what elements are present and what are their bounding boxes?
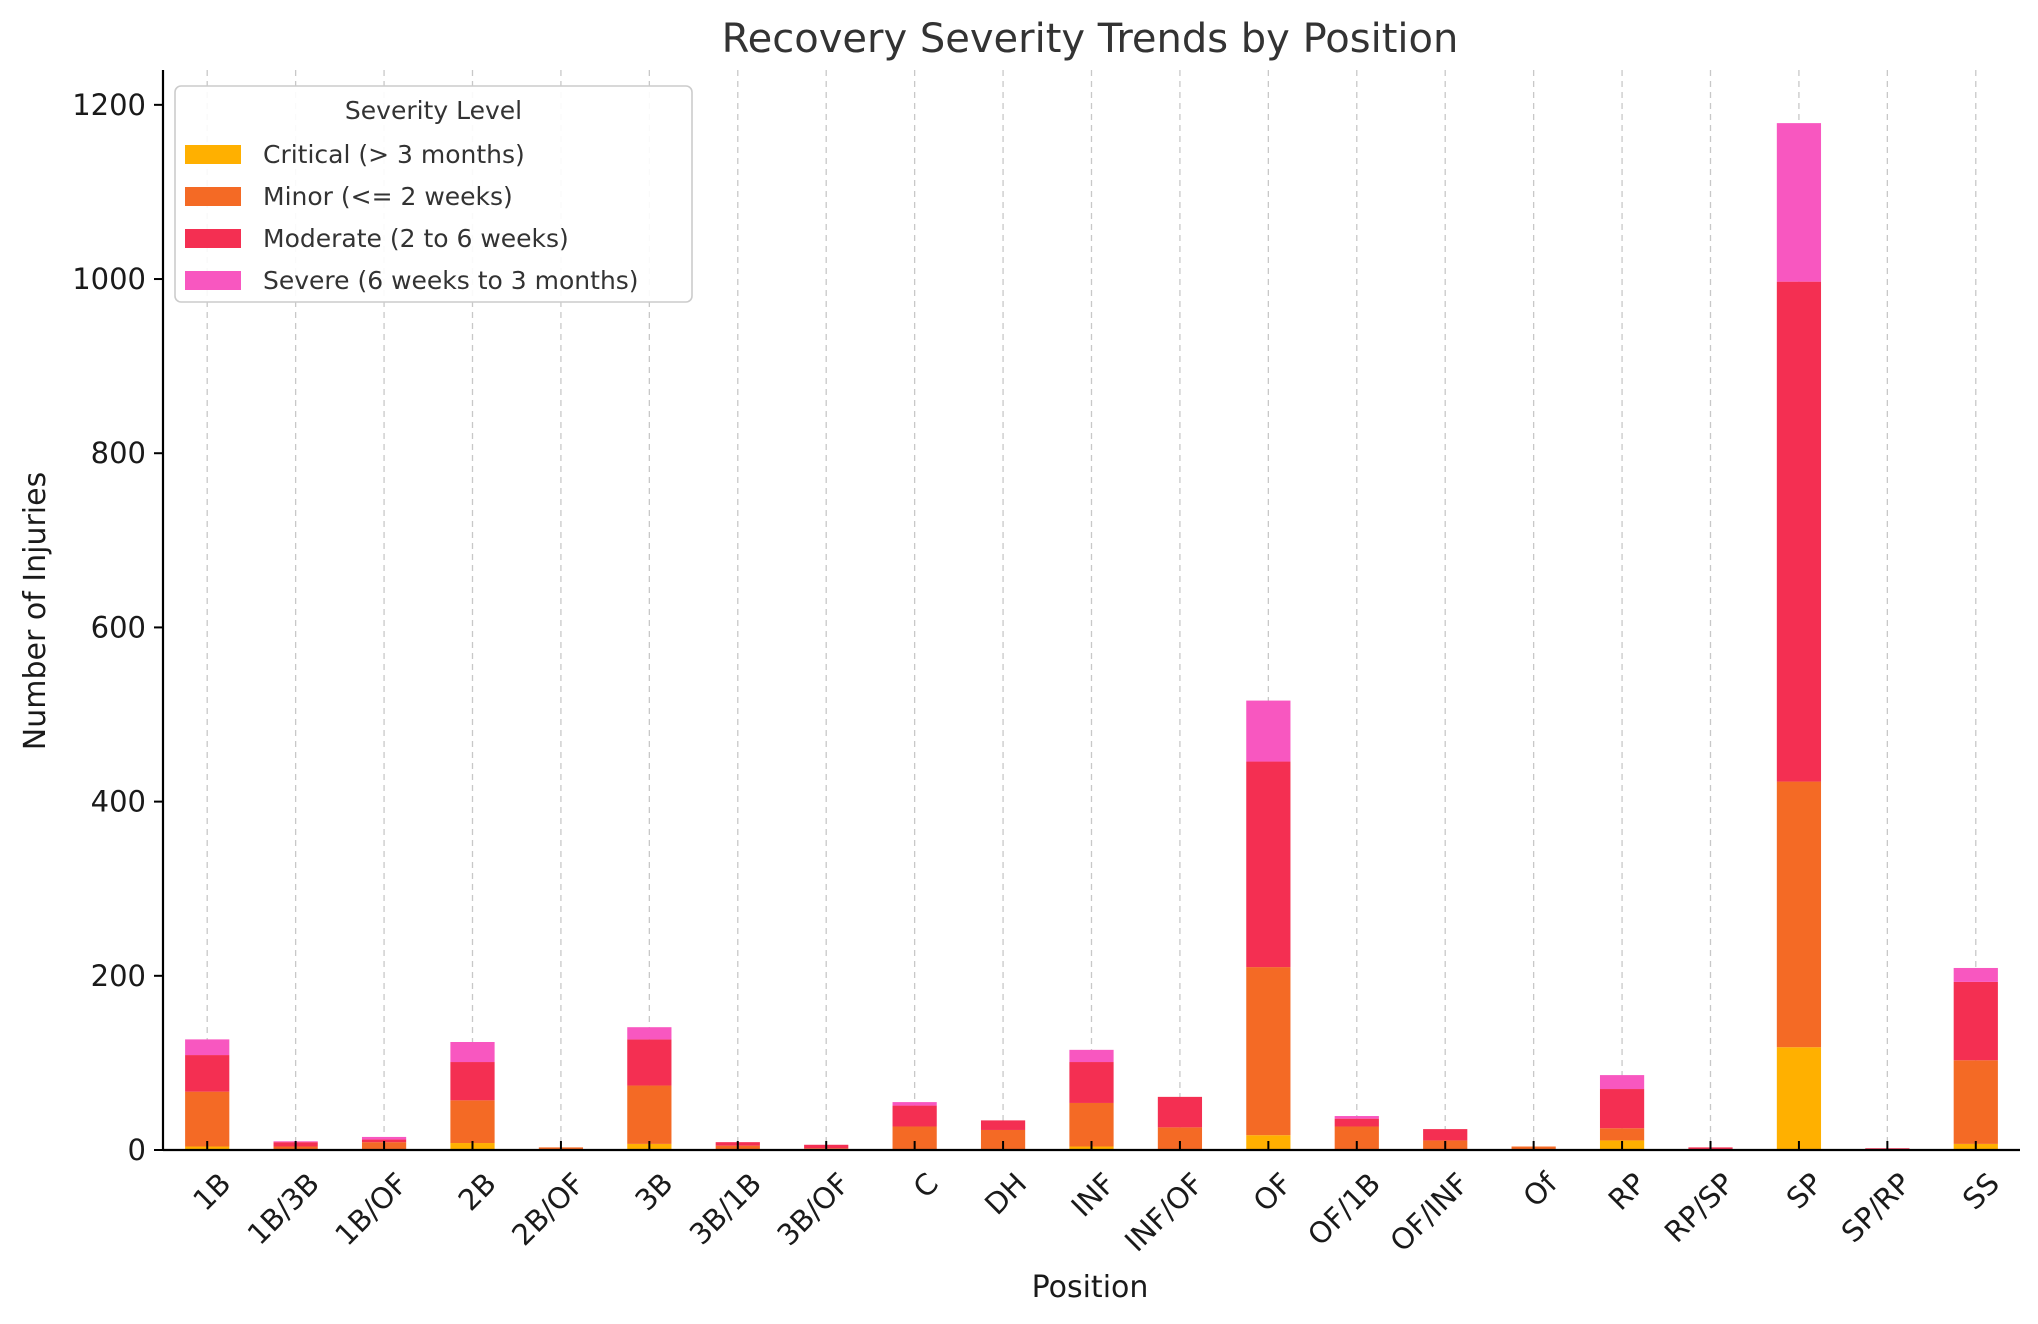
legend-label-moderate: Moderate (2 to 6 weeks) — [263, 224, 569, 253]
y-tick-label: 600 — [91, 610, 146, 644]
bar-sp-severe — [1776, 123, 1822, 282]
legend-label-severe: Severe (6 weeks to 3 months) — [263, 266, 639, 295]
bar-inf-severe — [1069, 1049, 1114, 1063]
bar-2b-moderate — [450, 1062, 495, 1101]
y-tick-label: 400 — [91, 785, 146, 819]
bar-c-minor — [892, 1126, 937, 1150]
legend-swatch-minor — [185, 187, 241, 206]
bar-inf-of-minor — [1157, 1127, 1203, 1150]
y-axis-label: Number of Injuries — [18, 472, 53, 750]
bar-of-minor — [1246, 967, 1291, 1136]
x-tick-label-c: C — [907, 1166, 945, 1204]
legend-swatch-severe — [185, 271, 241, 290]
bar-1b-minor — [185, 1091, 230, 1147]
bar-3b-minor — [627, 1085, 672, 1144]
legend-title: Severity Level — [345, 96, 522, 125]
bar-c-moderate — [892, 1105, 937, 1127]
bar-of-moderate — [1246, 761, 1291, 968]
x-tick-label-inf-of: INF/OF — [1118, 1166, 1210, 1258]
x-axis-label: Position — [1032, 1270, 1149, 1305]
x-tick-label-dh: DH — [978, 1166, 1033, 1221]
bar-2b-minor — [450, 1100, 495, 1144]
bar-1b-severe — [185, 1039, 230, 1056]
x-tick-label-rp-sp: RP/SP — [1658, 1166, 1741, 1249]
y-tick-label: 1000 — [72, 262, 146, 296]
bar-rp-minor — [1599, 1128, 1645, 1141]
legend-box — [174, 85, 693, 303]
y-tick-label: 800 — [91, 436, 146, 470]
x-tick-label-3b-1b: 3B/1B — [683, 1166, 768, 1251]
x-tick-label-1b-of: 1B/OF — [328, 1166, 414, 1252]
bar-sp-minor — [1776, 781, 1822, 1048]
x-tick-label-2b: 2B — [452, 1166, 503, 1217]
bar-dh-moderate — [980, 1120, 1026, 1130]
bar-of-inf-moderate — [1423, 1129, 1468, 1141]
bar-ss-severe — [1953, 967, 1998, 982]
x-tick-label-of: Of — [1516, 1166, 1564, 1214]
bar-of-1b-moderate — [1334, 1118, 1379, 1127]
chart-title: Recovery Severity Trends by Position — [722, 16, 1459, 62]
bar-ss-moderate — [1953, 981, 1998, 1061]
y-tick-label: 1200 — [72, 88, 146, 122]
legend-label-critical: Critical (> 3 months) — [263, 140, 525, 169]
x-tick-label-inf: INF — [1064, 1166, 1121, 1223]
bar-of-1b-severe — [1334, 1116, 1379, 1119]
x-tick-label-sp-rp: SP/RP — [1835, 1166, 1918, 1249]
bar-rp-severe — [1599, 1075, 1645, 1090]
x-tick-label-of: OF — [1247, 1166, 1299, 1218]
x-tick-label-3b-of: 3B/OF — [770, 1166, 856, 1252]
legend-label-minor: Minor (<= 2 weeks) — [263, 182, 513, 211]
bar-3b-moderate — [627, 1039, 672, 1086]
bar-of-1b-minor — [1334, 1126, 1379, 1150]
bar-ss-minor — [1953, 1060, 1998, 1144]
bar-inf-of-moderate — [1157, 1096, 1203, 1128]
y-tick-label: 0 — [128, 1133, 146, 1167]
bar-1b-of-moderate — [361, 1139, 407, 1143]
y-ticks: 0 200 400 600 800 1000 1200 — [72, 88, 163, 1167]
bar-of-severe — [1246, 700, 1291, 762]
legend-swatch-critical — [185, 145, 241, 164]
x-tick-label-1b-3b: 1B/3B — [241, 1166, 326, 1251]
bar-1b-moderate — [185, 1055, 230, 1092]
bar-c-severe — [892, 1102, 937, 1106]
x-tick-label-3b: 3B — [628, 1166, 679, 1217]
bar-3b-severe — [627, 1027, 672, 1040]
y-tick-label: 200 — [91, 959, 146, 993]
x-tick-label-of-1b: OF/1B — [1301, 1166, 1387, 1252]
x-tick-label-ss: SS — [1956, 1166, 2006, 1216]
bar-sp-moderate — [1776, 281, 1822, 782]
bar-inf-minor — [1069, 1102, 1114, 1147]
x-tick-label-rp: RP — [1602, 1166, 1653, 1217]
x-tick-label-sp: SP — [1780, 1166, 1829, 1215]
x-tick-label-2b-of: 2B/OF — [505, 1166, 591, 1252]
x-tick-label-1b: 1B — [186, 1166, 237, 1217]
legend: Severity Level Critical (> 3 months) Minor… — [174, 85, 693, 303]
bar-rp-moderate — [1599, 1089, 1645, 1129]
bar-inf-moderate — [1069, 1062, 1114, 1103]
x-ticks: 1B 1B/3B 1B/OF 2B 2B/OF 3B 3B/1B 3B/OF C DH INFINF… — [186, 1141, 2006, 1258]
bar-dh-minor — [980, 1129, 1026, 1150]
legend-swatch-moderate — [185, 229, 241, 248]
x-tick-label-of-inf: OF/INF — [1383, 1166, 1475, 1258]
bar-sp-critical — [1776, 1047, 1822, 1150]
bar-1b-of-severe — [361, 1136, 407, 1140]
bar-2b-severe — [450, 1042, 495, 1063]
